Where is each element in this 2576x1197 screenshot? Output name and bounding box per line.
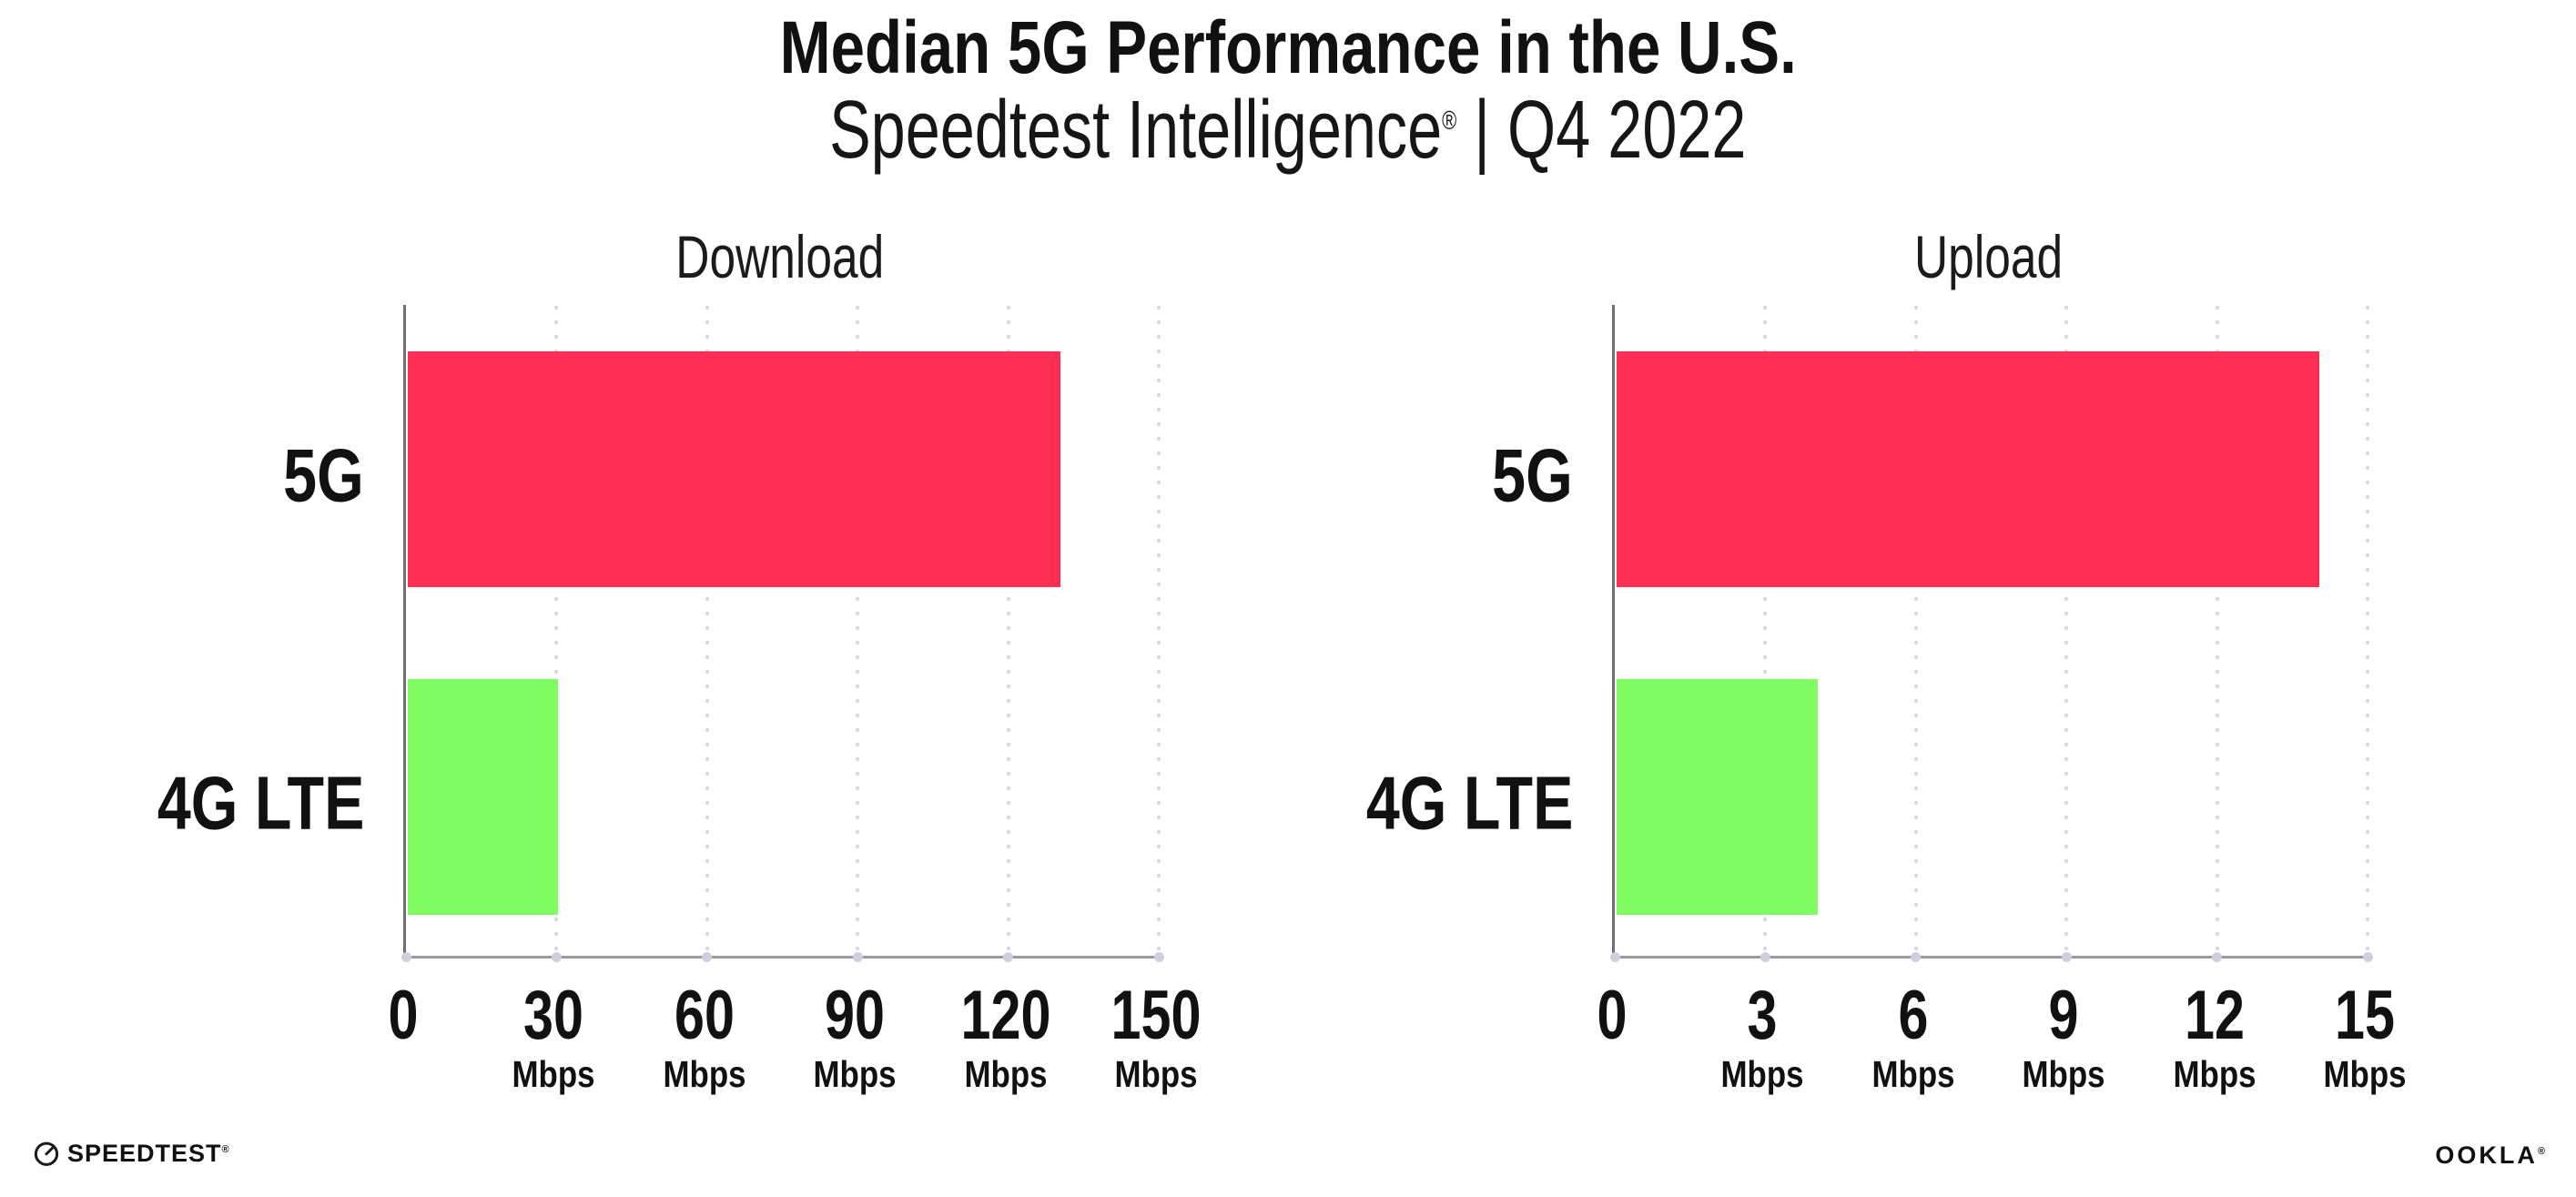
tick-label-download-30: 30 <box>523 977 584 1054</box>
axis-tick-dot <box>852 952 863 962</box>
tick-unit-download-30: Mbps <box>512 1053 595 1095</box>
tick-unit-upload-3: Mbps <box>1720 1053 1804 1095</box>
axis-tick-dot <box>702 952 713 962</box>
category-label-5g-download: 5G <box>283 432 364 517</box>
ookla-logo-text: OOKLA <box>2435 1141 2538 1169</box>
speedtest-gauge-icon <box>34 1141 59 1166</box>
tick-label-download-120: 120 <box>960 977 1051 1054</box>
axis-tick-dot <box>1911 952 1922 962</box>
download-chart: Download 0 30 Mbps 60 Mbps 90 Mbps 120 Mbps 150 Mb… <box>157 0 1201 1197</box>
gridline-upload-6 <box>1913 305 1918 959</box>
bar-5g-download <box>408 351 1060 587</box>
axis-tick-dot <box>401 952 411 962</box>
speedtest-logo: SPEEDTEST® <box>33 1140 229 1167</box>
tick-unit-download-90: Mbps <box>813 1053 897 1095</box>
page-subtitle: Speedtest Intelligence® | Q4 2022 <box>0 87 2576 174</box>
tick-unit-download-120: Mbps <box>964 1053 1048 1095</box>
tick-label-download-0: 0 <box>388 977 419 1054</box>
ookla-logo: OOKLA® <box>2435 1143 2545 1168</box>
gridline-upload-3 <box>1763 305 1768 959</box>
registered-mark: ® <box>1442 107 1457 136</box>
subtitle-brand: Speedtest Intelligence <box>829 85 1443 176</box>
gridline-upload-12 <box>2215 305 2219 959</box>
gridline-upload-15 <box>2366 305 2369 959</box>
tick-label-upload-6: 6 <box>1898 977 1929 1054</box>
axis-tick-dot <box>551 952 562 962</box>
axis-tick-dot <box>2362 952 2373 962</box>
gridline-download-30 <box>554 305 559 959</box>
tick-label-download-150: 150 <box>1111 977 1202 1054</box>
axis-tick-dot <box>1760 952 1770 962</box>
gridline-upload-9 <box>2064 305 2069 959</box>
tick-label-upload-3: 3 <box>1747 977 1778 1054</box>
upload-chart-title: Upload <box>1913 223 2064 290</box>
ookla-registered-mark: ® <box>2537 1146 2545 1157</box>
tick-label-upload-0: 0 <box>1597 977 1628 1054</box>
tick-label-download-90: 90 <box>825 977 886 1054</box>
tick-label-upload-15: 15 <box>2335 977 2395 1054</box>
upload-chart: Upload 0 3 Mbps 6 Mbps 9 Mbps 12 Mbps 15 Mbps 5G 4G … <box>1365 0 2406 1197</box>
gridline-download-60 <box>705 305 709 959</box>
bar-5g-upload <box>1617 351 2319 587</box>
gridline-download-120 <box>1006 305 1010 959</box>
axis-tick-dot <box>1153 952 1164 962</box>
bar-4g-lte-upload <box>1617 679 1818 915</box>
category-label-4g-lte-upload: 4G LTE <box>1365 760 1573 845</box>
speedtest-logo-text: SPEEDTEST® <box>67 1139 229 1167</box>
tick-unit-upload-15: Mbps <box>2323 1053 2407 1095</box>
page-title-text: Median 5G Performance in the U.S. <box>779 6 1797 89</box>
tick-label-upload-12: 12 <box>2184 977 2245 1054</box>
category-label-5g-upload: 5G <box>1492 432 1573 517</box>
category-label-4g-lte-download: 4G LTE <box>157 760 364 845</box>
gridline-download-150 <box>1157 305 1161 959</box>
tick-unit-upload-6: Mbps <box>1871 1053 1955 1095</box>
download-plot-area <box>401 305 1164 962</box>
axis-tick-dot <box>2061 952 2072 962</box>
tick-unit-download-60: Mbps <box>663 1053 746 1095</box>
page-title: Median 5G Performance in the U.S. <box>0 6 2576 89</box>
tick-label-download-60: 60 <box>674 977 735 1054</box>
subtitle-period: | Q4 2022 <box>1456 85 1747 176</box>
axis-tick-dot <box>1003 952 1014 962</box>
gridline-download-90 <box>856 305 860 959</box>
axis-tick-dot <box>2212 952 2223 962</box>
tick-unit-upload-9: Mbps <box>2022 1053 2105 1095</box>
upload-plot-area <box>1609 305 2373 962</box>
axis-tick-dot <box>1609 952 1620 962</box>
speedtest-registered-mark: ® <box>221 1143 229 1155</box>
tick-unit-download-150: Mbps <box>1114 1053 1198 1095</box>
download-chart-title: Download <box>675 223 884 290</box>
tick-unit-upload-12: Mbps <box>2173 1053 2257 1095</box>
page-subtitle-text: Speedtest Intelligence® | Q4 2022 <box>829 87 1746 174</box>
bar-4g-lte-download <box>408 679 559 915</box>
tick-label-upload-9: 9 <box>2048 977 2079 1054</box>
